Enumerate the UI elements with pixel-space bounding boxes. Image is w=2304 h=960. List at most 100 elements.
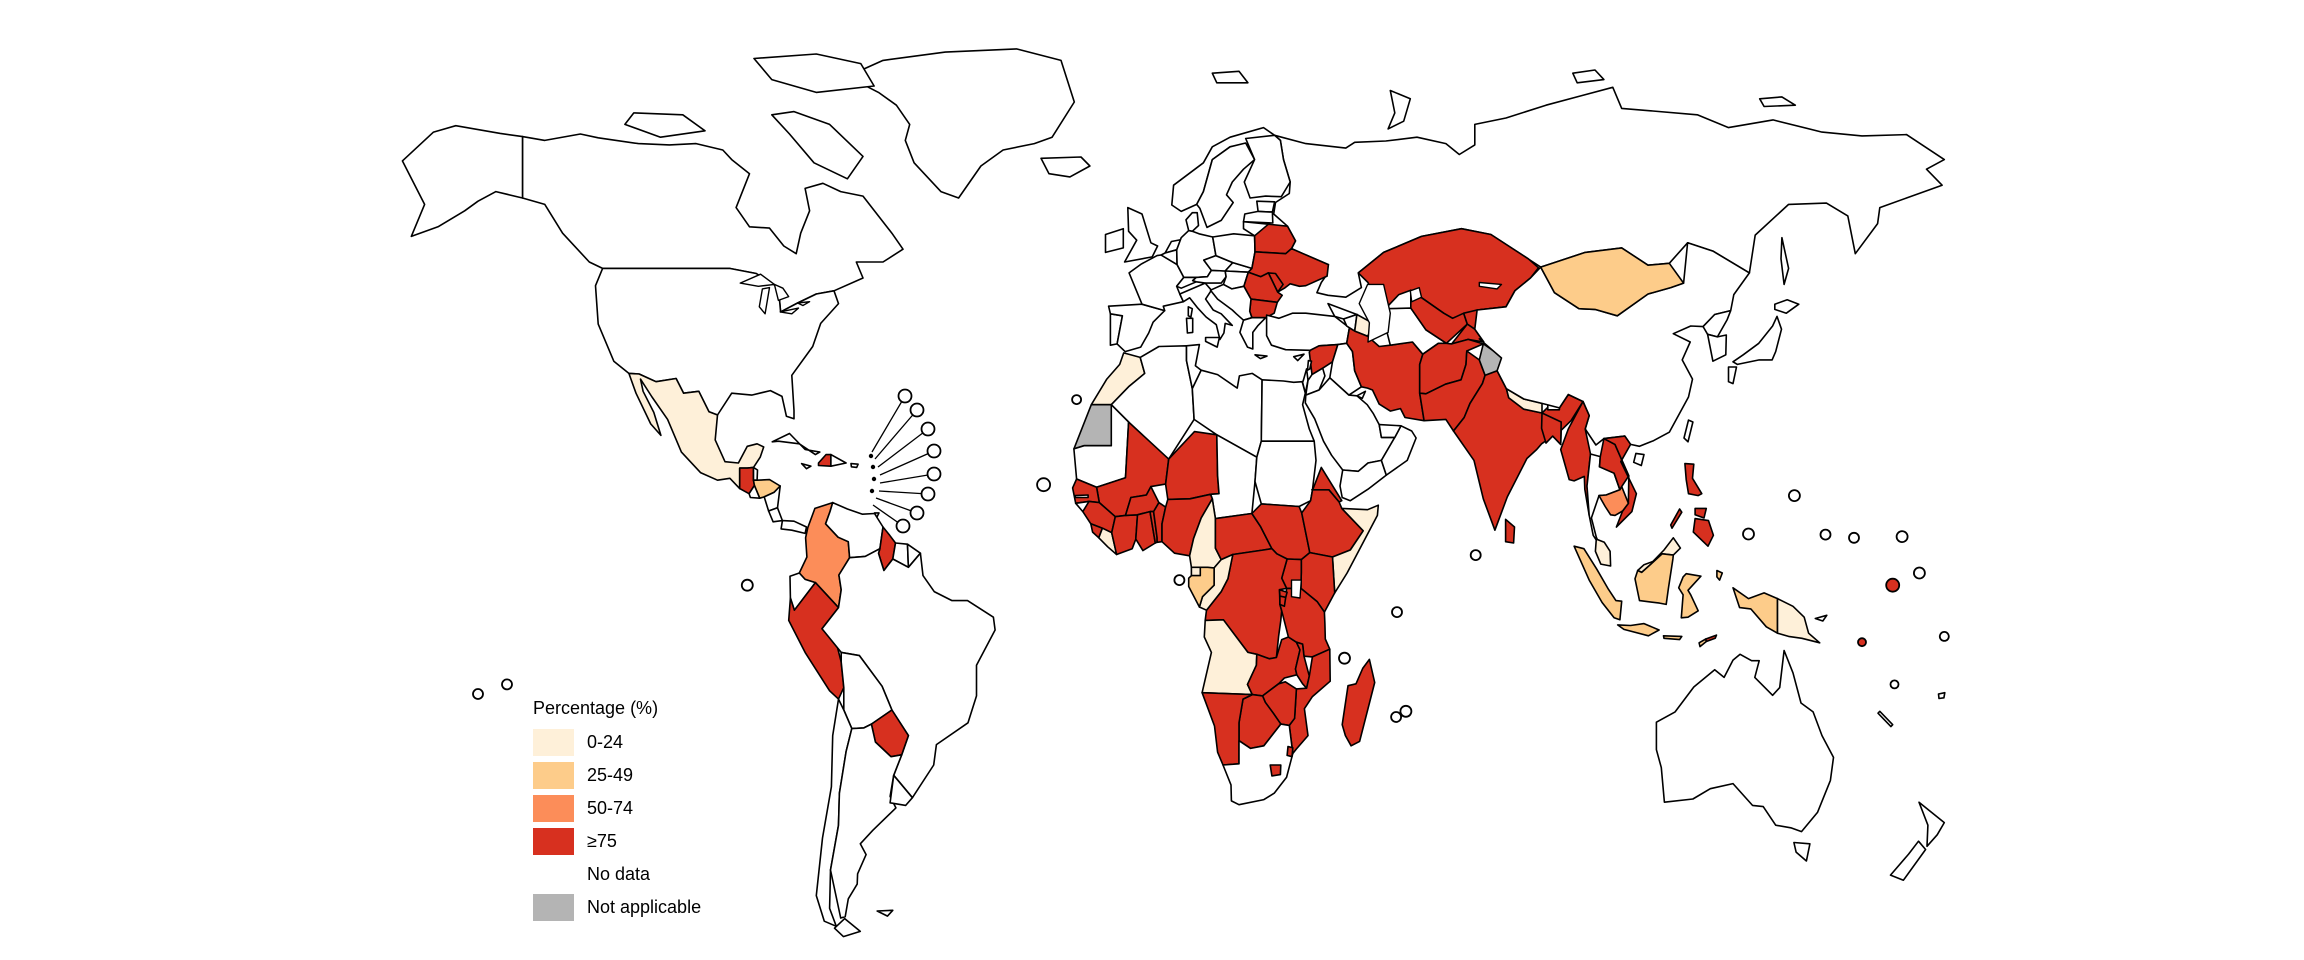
country-dominican-republic xyxy=(830,453,847,467)
country-indonesia-halmahera xyxy=(1716,569,1724,581)
country-greenland xyxy=(846,48,1076,199)
legend-swatch-0-24 xyxy=(533,729,574,756)
legend-swatch-no-data xyxy=(533,861,574,888)
country-latvia xyxy=(1242,210,1274,224)
country-costa-rica xyxy=(767,507,784,523)
legend-item-25-49: 25-49 xyxy=(533,759,701,792)
legend-label-50-74: 50-74 xyxy=(587,798,634,818)
country-japan-kyushu xyxy=(1727,366,1738,385)
island-cape-verde xyxy=(1036,477,1051,493)
lake-michigan xyxy=(758,286,771,315)
country-puerto-rico xyxy=(850,462,859,469)
country-philippines-palawan xyxy=(1669,508,1683,529)
lake-erie xyxy=(779,307,800,315)
country-syria xyxy=(1308,343,1339,376)
island-canary-islands xyxy=(1071,394,1082,406)
caribbean-callout-island-3 xyxy=(926,443,942,459)
country-sudan xyxy=(1254,440,1317,508)
lake-aral xyxy=(1409,286,1423,303)
country-tierra-del-fuego xyxy=(833,917,862,938)
country-new-siberian-islands xyxy=(1758,96,1797,108)
country-eswatini xyxy=(1286,745,1294,758)
country-indonesia-sumatra xyxy=(1573,545,1623,621)
country-equatorial-guinea xyxy=(1190,566,1202,577)
country-united-kingdom xyxy=(1123,206,1159,263)
country-tanzania xyxy=(1279,587,1331,658)
country-timor-leste xyxy=(1705,634,1718,643)
country-falkland-islands xyxy=(876,909,894,917)
country-bangladesh xyxy=(1540,412,1562,446)
country-nigeria xyxy=(1161,493,1214,557)
country-yemen xyxy=(1339,459,1388,502)
legend-swatch-50-74 xyxy=(533,795,574,822)
country-somalia xyxy=(1331,504,1380,594)
island-tuvalu xyxy=(1938,631,1950,642)
island-french-polynesia-2 xyxy=(501,678,513,691)
legend-label-25-49: 25-49 xyxy=(587,765,634,785)
country-denmark xyxy=(1185,211,1200,233)
country-baffin-island xyxy=(771,110,864,180)
country-greece xyxy=(1239,316,1267,350)
legend: Percentage (%) 0-24 25-49 50-74 ≥75 No d… xyxy=(533,698,701,924)
country-sweden xyxy=(1195,142,1256,229)
island-maldives xyxy=(1469,549,1482,561)
country-papua-new-guinea xyxy=(1776,597,1821,644)
island-reunion xyxy=(1390,711,1402,723)
country-indonesia-kalimantan xyxy=(1634,553,1675,606)
country-philippines-mindanao xyxy=(1692,517,1715,547)
country-mongolia xyxy=(1539,247,1685,317)
country-new-caledonia xyxy=(1877,710,1894,728)
country-uruguay xyxy=(889,774,914,807)
country-germany xyxy=(1175,229,1217,279)
legend-label-not-applicable: Not applicable xyxy=(587,897,702,917)
country-argentina xyxy=(829,723,903,919)
country-west-balkans xyxy=(1209,283,1253,321)
country-sardinia xyxy=(1185,317,1194,334)
country-philippines-luzon xyxy=(1684,462,1703,497)
country-japan-honshu xyxy=(1732,315,1783,366)
country-svalbard xyxy=(1211,70,1249,84)
country-malawi xyxy=(1294,641,1311,689)
country-gambia xyxy=(1074,494,1089,499)
country-taiwan xyxy=(1683,419,1694,443)
island-marshall-islands xyxy=(1895,530,1909,543)
country-bulgaria xyxy=(1248,298,1279,319)
country-severnaya-zemlya xyxy=(1572,69,1605,84)
country-estonia xyxy=(1256,200,1276,213)
lake-victoria xyxy=(1290,579,1302,599)
lesser-antilles-dot-1 xyxy=(870,464,876,470)
country-burundi xyxy=(1279,595,1287,608)
lesser-antilles-dot-3 xyxy=(869,488,875,494)
island-kiribati xyxy=(1913,566,1926,580)
caribbean-callout-line-5 xyxy=(878,490,929,495)
caribbean-callout-line-2 xyxy=(877,428,929,468)
country-indonesia-java xyxy=(1616,622,1660,637)
country-australia xyxy=(1655,649,1835,833)
country-japan-hokkaido xyxy=(1774,299,1800,314)
country-cuba xyxy=(771,432,821,456)
legend-swatch-not-applicable xyxy=(533,894,574,921)
country-fiji xyxy=(1937,691,1946,700)
legend-item-not-applicable: Not applicable xyxy=(533,891,701,924)
island-palau xyxy=(1742,527,1755,541)
legend-swatch-75-plus xyxy=(533,828,574,855)
country-madagascar xyxy=(1341,658,1376,747)
country-iceland xyxy=(1040,156,1091,178)
lake-huron xyxy=(773,283,790,302)
country-el-salvador xyxy=(748,484,761,499)
island-mauritius xyxy=(1399,704,1413,718)
country-malaysia-peninsula xyxy=(1594,538,1612,567)
island-sao-tome xyxy=(1173,574,1186,586)
country-new-zealand-south xyxy=(1889,840,1927,881)
caribbean-callout-island-4 xyxy=(926,466,942,482)
country-ireland xyxy=(1104,227,1125,254)
legend-label-no-data: No data xyxy=(587,864,651,884)
legend-label-0-24: 0-24 xyxy=(587,732,624,752)
lesser-antilles-dot-2 xyxy=(871,476,877,482)
caribbean-callout-island-6 xyxy=(909,505,925,521)
legend-item-50-74: 50-74 xyxy=(533,792,701,825)
country-western-sahara xyxy=(1073,403,1113,450)
country-uae xyxy=(1378,423,1402,439)
